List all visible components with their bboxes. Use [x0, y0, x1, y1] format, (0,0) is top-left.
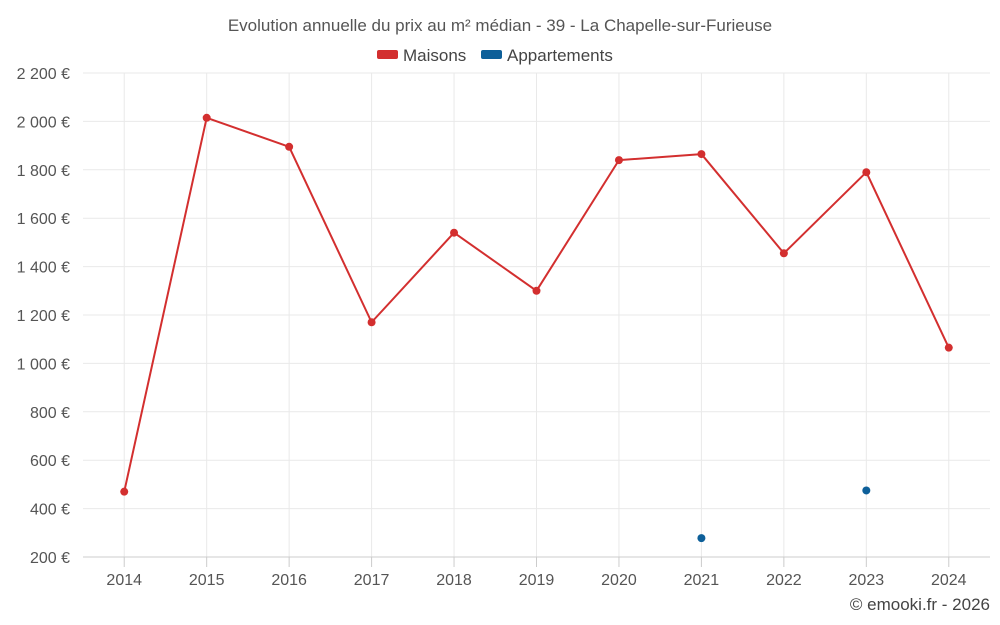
y-tick-label: 1 600 € — [17, 211, 70, 228]
x-tick-label: 2019 — [519, 572, 555, 589]
y-tick-label: 1 800 € — [17, 163, 70, 180]
y-tick-label: 400 € — [30, 502, 70, 519]
y-tick-label: 800 € — [30, 405, 70, 422]
y-tick-label: 1 000 € — [17, 356, 70, 373]
x-tick-label: 2024 — [931, 572, 967, 589]
data-point-maisons-2018 — [450, 228, 459, 237]
data-point-maisons-2015 — [202, 113, 211, 122]
x-tick-label: 2023 — [849, 572, 885, 589]
axes: 200 € 400 € 600 € 800 € 1 000 € 1 200 € 1 400 … — [17, 66, 990, 589]
y-tick-label: 2 200 € — [17, 66, 70, 83]
gridlines — [83, 72, 990, 557]
y-tick-label: 1 200 € — [17, 308, 70, 325]
legend-item-maisons[interactable]: Maisons — [377, 46, 466, 65]
data-point-maisons-2022 — [779, 249, 788, 258]
x-tick-label: 2015 — [189, 572, 225, 589]
x-tick-label: 2014 — [106, 572, 142, 589]
data-point-appartements-2021 — [697, 534, 706, 543]
x-tick-label: 2018 — [436, 572, 472, 589]
data-point-maisons-2014 — [120, 487, 129, 496]
x-tick-label: 2017 — [354, 572, 390, 589]
legend-item-appartements[interactable]: Appartements — [481, 46, 613, 65]
legend-swatch-maisons — [377, 50, 398, 59]
legend-label-appartements: Appartements — [507, 46, 613, 65]
y-tick-label: 1 400 € — [17, 260, 70, 277]
y-tick-label: 200 € — [30, 550, 70, 567]
data-point-maisons-2020 — [614, 156, 623, 165]
data-point-appartements-2023 — [862, 486, 871, 495]
credit-text: © emooki.fr - 2026 — [850, 595, 990, 614]
data-point-maisons-2021 — [697, 150, 706, 159]
data-point-maisons-2017 — [367, 318, 376, 327]
chart-title: Evolution annuelle du prix au m² médian … — [228, 16, 772, 35]
data-point-maisons-2024 — [944, 343, 953, 352]
legend-swatch-appartements — [481, 50, 502, 59]
data-point-maisons-2023 — [862, 168, 871, 177]
data-point-maisons-2016 — [285, 142, 294, 151]
x-tick-label: 2022 — [766, 572, 802, 589]
y-tick-label: 2 000 € — [17, 114, 70, 131]
data-point-maisons-2019 — [532, 286, 541, 295]
x-tick-label: 2020 — [601, 572, 637, 589]
legend: Maisons Appartements — [377, 46, 613, 65]
y-tick-label: 600 € — [30, 453, 70, 470]
x-tick-label: 2016 — [271, 572, 307, 589]
legend-label-maisons: Maisons — [403, 46, 466, 65]
series — [120, 113, 953, 543]
x-tick-label: 2021 — [684, 572, 720, 589]
